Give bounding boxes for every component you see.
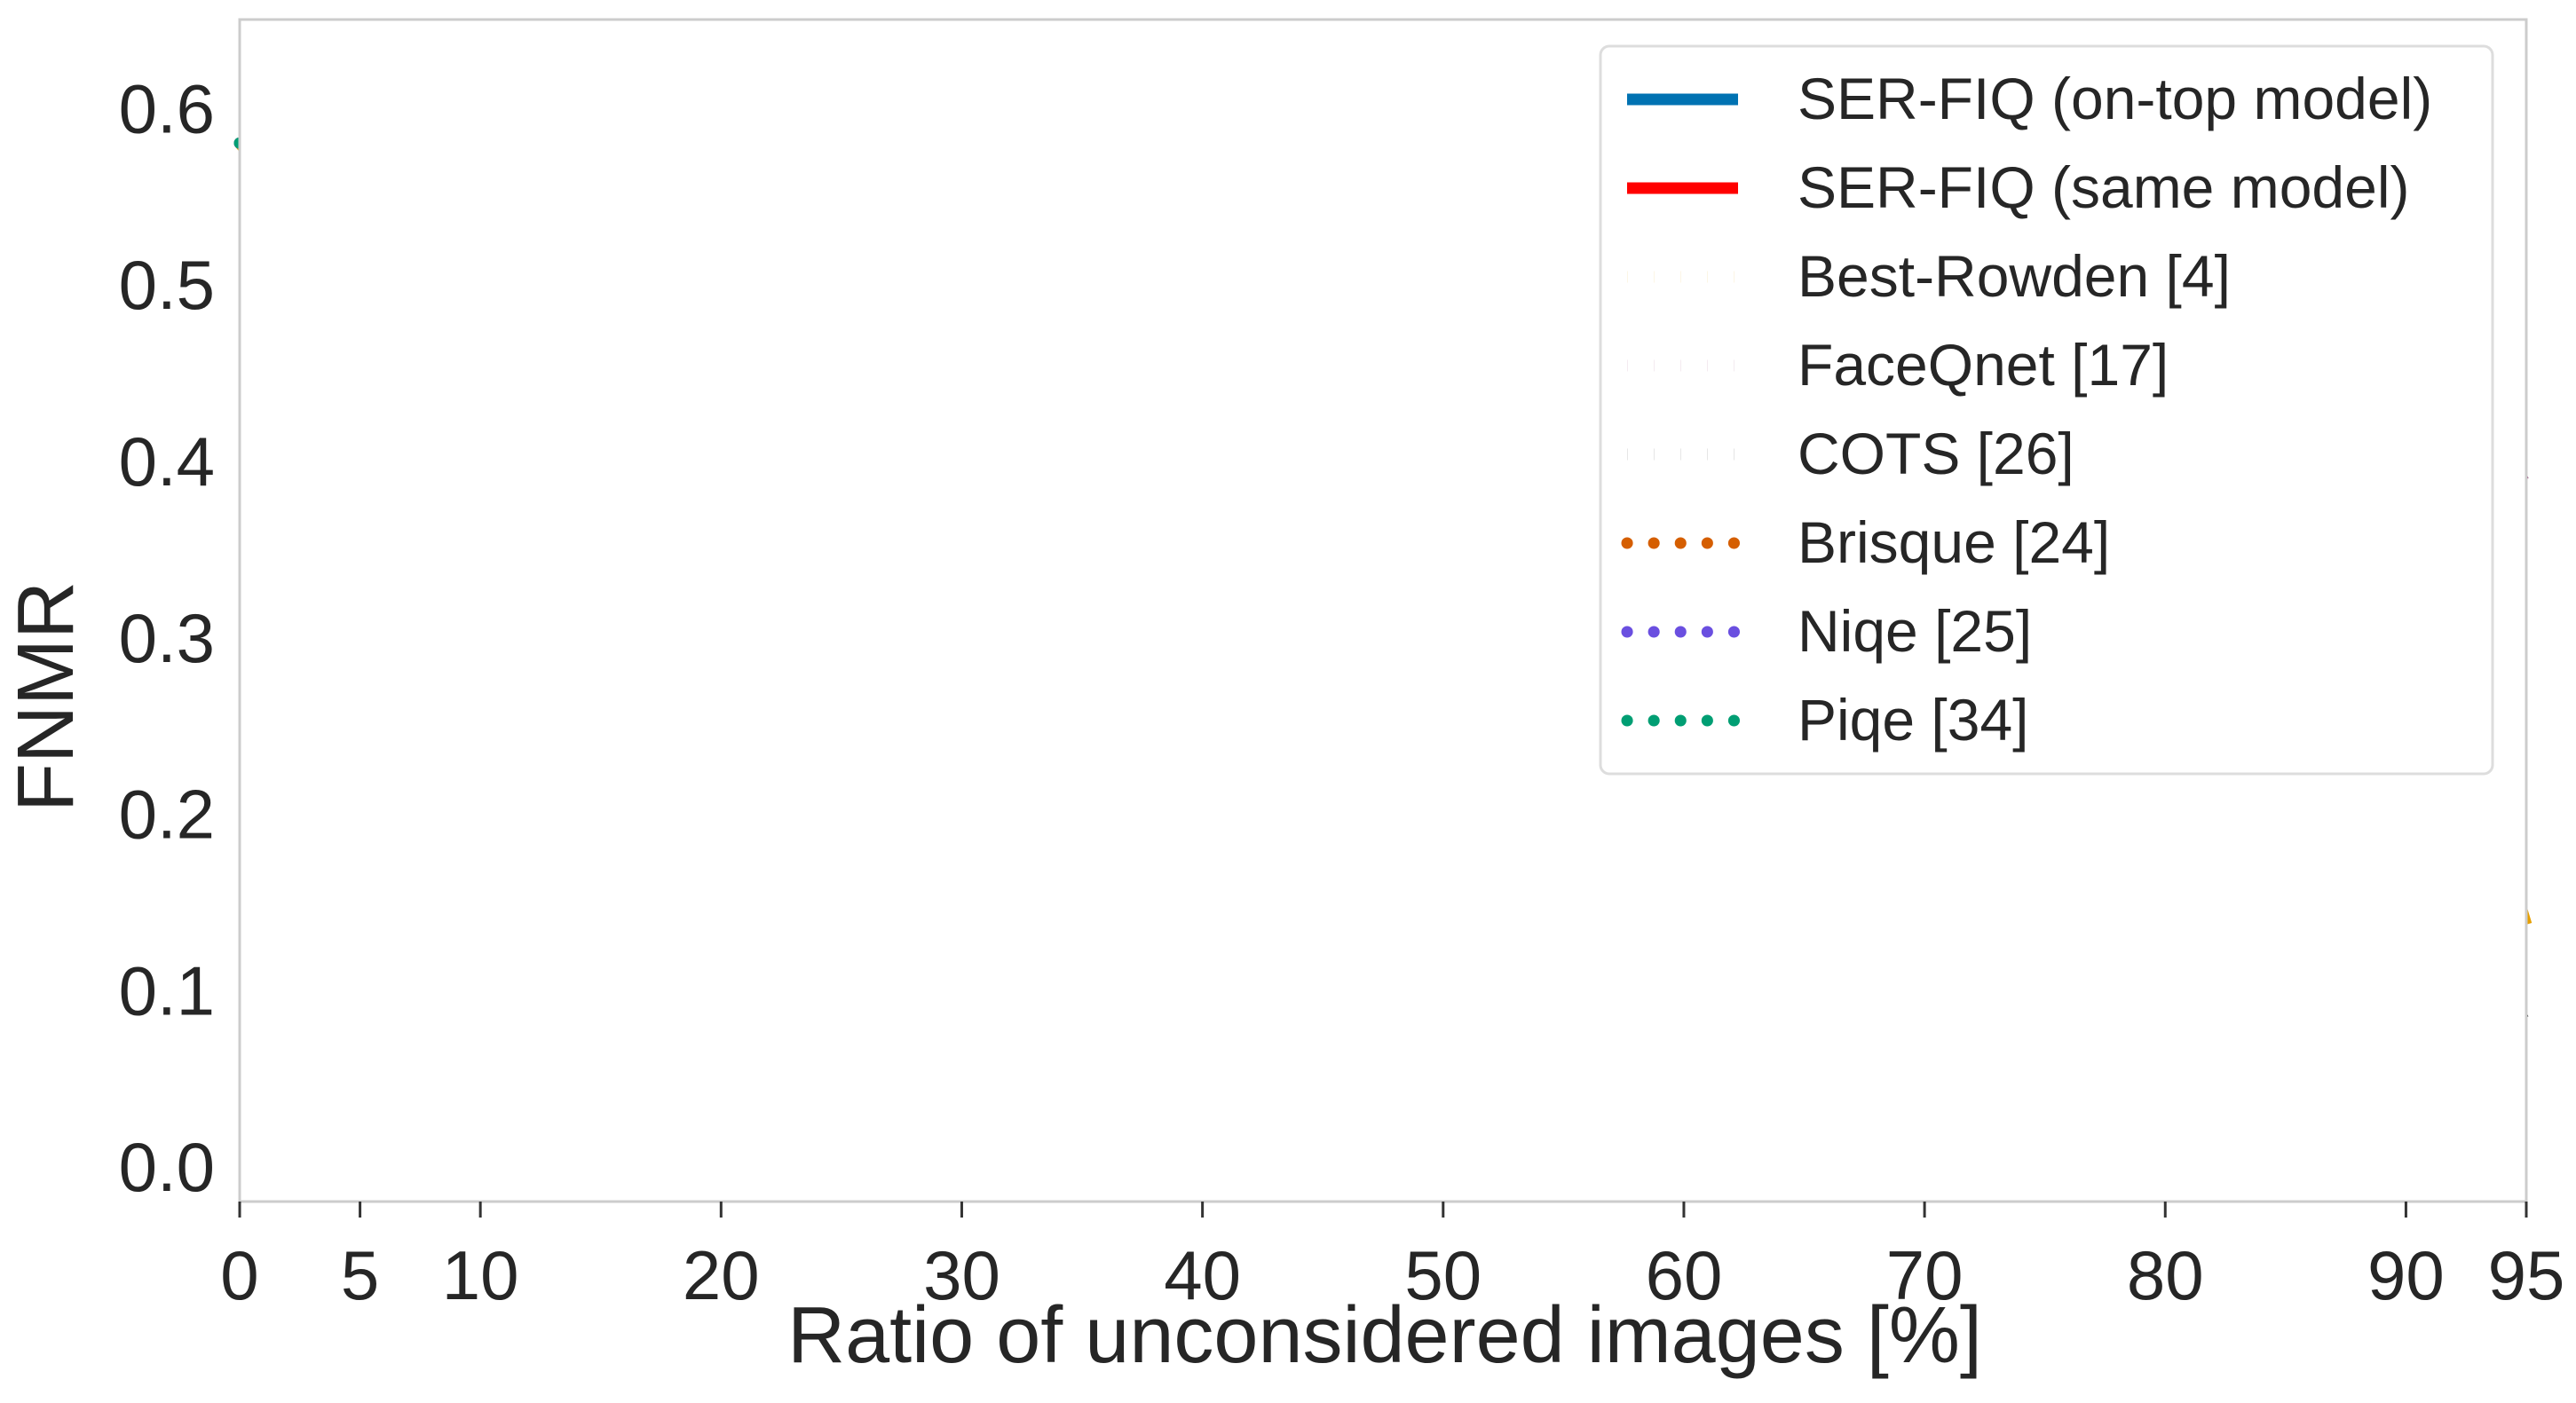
x-tick-label: 20 xyxy=(683,1236,760,1314)
y-tick-label: 0.6 xyxy=(119,69,215,147)
x-tick-label: 80 xyxy=(2127,1236,2204,1314)
legend: SER-FIQ (on-top model) SER-FIQ (same mode… xyxy=(1599,44,2494,776)
legend-label: Piqe [34] xyxy=(1798,687,2029,753)
plot-frame xyxy=(238,18,2528,1203)
x-tick-label: 95 xyxy=(2488,1236,2565,1314)
y-tick-label: 0.3 xyxy=(119,599,215,677)
x-axis-label: Ratio of unconsidered images [%] xyxy=(787,1291,1982,1380)
x-tick-label: 5 xyxy=(341,1236,379,1314)
x-tick-label: 60 xyxy=(1646,1236,1723,1314)
x-tick-label: 70 xyxy=(1886,1236,1964,1314)
y-tick-label: 0.5 xyxy=(119,246,215,324)
x-tick-label: 10 xyxy=(442,1236,519,1314)
y-tick-label: 0.4 xyxy=(119,422,215,501)
legend-label: COTS [26] xyxy=(1798,421,2074,486)
legend-label: FaceQnet [17] xyxy=(1798,332,2169,398)
legend-label: SER-FIQ (on-top model) xyxy=(1798,66,2432,131)
x-tick-label: 30 xyxy=(923,1236,1000,1314)
legend-label: Niqe [25] xyxy=(1798,598,2032,664)
y-tick-label: 0.1 xyxy=(119,951,215,1029)
x-tick-label: 0 xyxy=(220,1236,258,1314)
legend-label: SER-FIQ (same model) xyxy=(1798,154,2409,220)
y-tick-label: 0.0 xyxy=(119,1128,215,1206)
y-axis-label: FNMR xyxy=(2,581,91,812)
y-tick-label: 0.2 xyxy=(119,776,215,854)
legend-label: Best-Rowden [4] xyxy=(1798,243,2231,309)
legend-box xyxy=(1599,44,2494,776)
x-tick-label: 40 xyxy=(1164,1236,1241,1314)
legend-label: Brisque [24] xyxy=(1798,509,2110,575)
tick-labels: 0 5 10 20 30 40 50 60 70 80 90 95 0.0 0.1 0.2 0.3 0.4 0.5… xyxy=(119,69,2565,1314)
x-tick-label: 50 xyxy=(1404,1236,1482,1314)
x-tick-label: 90 xyxy=(2367,1236,2445,1314)
